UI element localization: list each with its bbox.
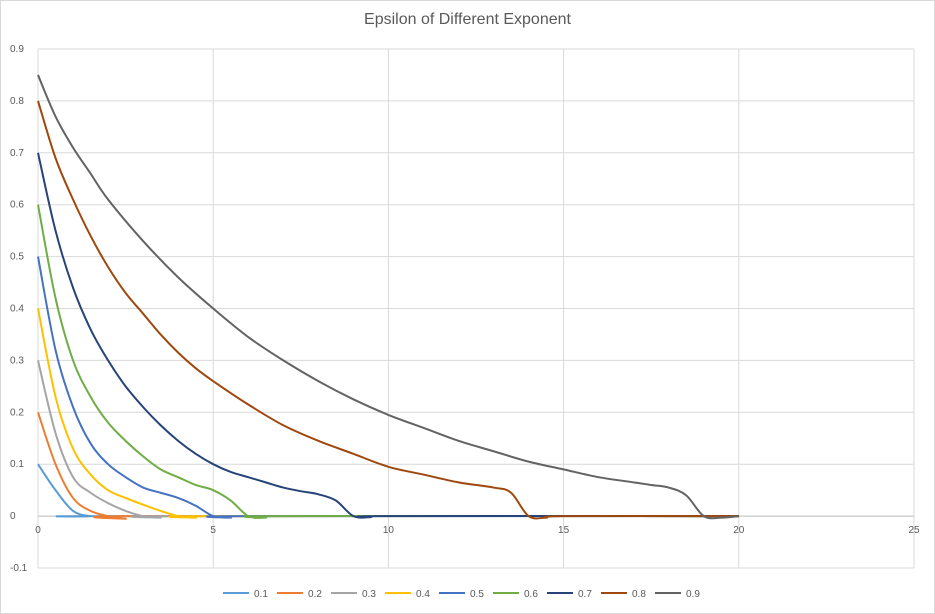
x-tick-label: 0	[35, 525, 41, 536]
gridlines	[37, 48, 915, 569]
legend-label: 0.3	[362, 589, 376, 600]
series-line-0.9	[37, 74, 739, 520]
y-tick-label: 0.6	[10, 200, 24, 211]
x-tick-label: 10	[383, 525, 395, 536]
legend-label: 0.1	[254, 589, 268, 600]
legend-label: 0.6	[524, 589, 538, 600]
series-line-0.6	[37, 204, 739, 519]
x-tick-labels: 0 5 10 15 20 25	[35, 525, 920, 536]
y-tick-labels: -0.1 0 0.1 0.2 0.3 0.4 0.5 0.6 0.7 0.8 0.9	[10, 44, 28, 574]
x-tick-label: 25	[908, 525, 920, 536]
series-line-0.7	[37, 152, 739, 519]
y-tick-label: 0.4	[10, 304, 24, 315]
legend-label: 0.7	[578, 589, 592, 600]
series-lines	[37, 74, 739, 520]
legend: 0.1 0.2 0.3 0.4 0.5 0.6 0.7 0.8 0.9	[223, 589, 700, 600]
legend-label: 0.8	[632, 589, 646, 600]
y-tick-label: 0.2	[10, 407, 24, 418]
y-tick-label: 0.5	[10, 252, 24, 263]
legend-label: 0.5	[470, 589, 484, 600]
y-tick-label: 0.3	[10, 355, 24, 366]
legend-label: 0.2	[308, 589, 322, 600]
x-tick-label: 15	[558, 525, 570, 536]
y-tick-label: 0	[10, 511, 16, 522]
y-tick-label: -0.1	[10, 563, 28, 574]
chart-title: Epsilon of Different Exponent	[364, 11, 571, 28]
y-tick-label: 0.8	[10, 96, 24, 107]
series-line-0.8	[37, 100, 739, 520]
y-tick-label: 0.7	[10, 148, 24, 159]
y-tick-label: 0.9	[10, 44, 24, 55]
x-tick-label: 5	[210, 525, 216, 536]
legend-label: 0.9	[686, 589, 700, 600]
y-tick-label: 0.1	[10, 459, 24, 470]
legend-label: 0.4	[416, 589, 430, 600]
x-tick-label: 20	[733, 525, 745, 536]
